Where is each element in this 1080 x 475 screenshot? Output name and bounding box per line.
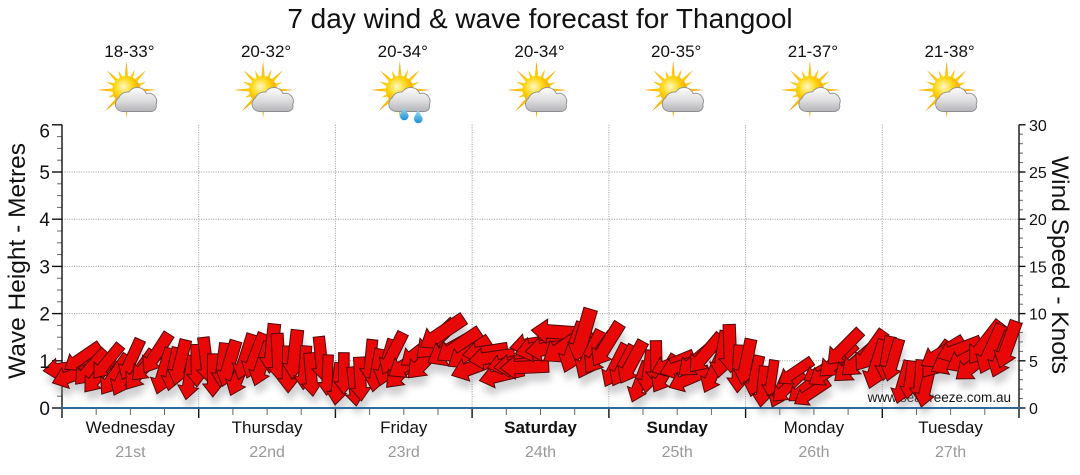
svg-text:23rd: 23rd [388,444,420,461]
svg-text:3: 3 [39,257,50,278]
svg-text:Sunday: Sunday [646,418,708,437]
svg-text:2: 2 [39,305,50,326]
svg-text:25: 25 [1029,165,1047,182]
svg-text:30: 30 [1029,118,1047,135]
svg-text:20: 20 [1029,212,1047,229]
svg-text:24th: 24th [525,444,556,461]
svg-text:26th: 26th [798,444,829,461]
svg-text:Friday: Friday [380,418,428,437]
svg-text:10: 10 [1029,307,1047,324]
svg-text:15: 15 [1029,259,1047,276]
svg-text:www.seabreeze.com.au: www.seabreeze.com.au [867,390,1011,405]
svg-text:Saturday: Saturday [504,418,577,437]
svg-text:25th: 25th [662,444,693,461]
svg-text:4: 4 [39,210,50,231]
svg-text:21-37°: 21-37° [788,42,838,61]
svg-text:1: 1 [39,352,50,373]
svg-text:21-38°: 21-38° [924,42,974,61]
svg-text:Wednesday: Wednesday [86,418,176,437]
svg-text:Wind Speed - Knots: Wind Speed - Knots [1046,156,1073,374]
svg-text:0: 0 [39,399,50,420]
svg-text:0: 0 [1029,401,1038,418]
svg-text:20-35°: 20-35° [651,42,701,61]
svg-text:20-32°: 20-32° [241,42,291,61]
svg-text:20-34°: 20-34° [378,42,428,61]
svg-text:Tuesday: Tuesday [918,418,983,437]
svg-text:20-34°: 20-34° [514,42,564,61]
svg-text:22nd: 22nd [249,444,285,461]
svg-text:6: 6 [39,122,50,143]
svg-text:5: 5 [39,163,50,184]
svg-text:Thursday: Thursday [232,418,303,437]
svg-text:5: 5 [1029,354,1038,371]
svg-text:Wave Height - Metres: Wave Height - Metres [4,143,31,379]
svg-text:7 day wind & wave forecast for: 7 day wind & wave forecast for Thangool [287,3,792,34]
svg-text:Monday: Monday [784,418,845,437]
svg-text:18-33°: 18-33° [104,42,154,61]
svg-text:27th: 27th [935,444,966,461]
svg-text:21st: 21st [115,444,146,461]
